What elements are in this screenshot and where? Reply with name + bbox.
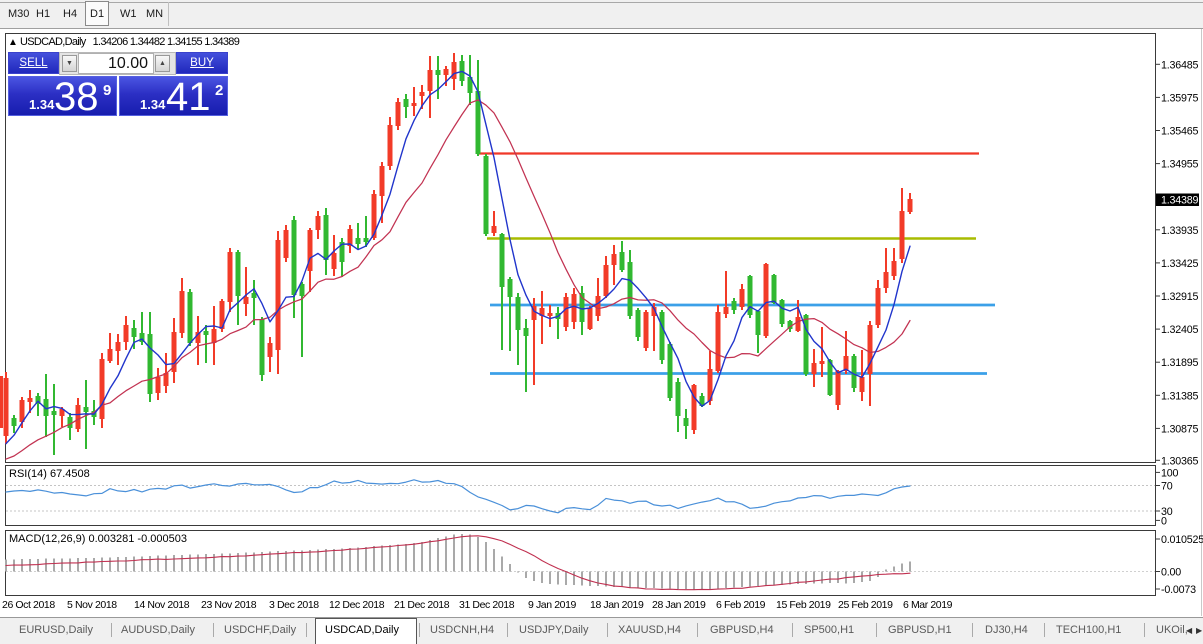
svg-text:1.34955: 1.34955 [1161,159,1198,171]
svg-text:1.32405: 1.32405 [1161,324,1198,336]
svg-text:70: 70 [1161,481,1173,493]
svg-text:30: 30 [1161,506,1173,518]
svg-text:1.30365: 1.30365 [1161,455,1198,467]
svg-text:1.36485: 1.36485 [1161,59,1198,71]
svg-text:1.30875: 1.30875 [1161,423,1198,435]
svg-text:1.31895: 1.31895 [1161,357,1198,369]
svg-text:1.34389: 1.34389 [1161,195,1198,207]
svg-text:0.010525: 0.010525 [1161,534,1203,546]
svg-text:0.00: 0.00 [1161,567,1181,579]
svg-text:0: 0 [1161,515,1167,527]
svg-text:1.32915: 1.32915 [1161,291,1198,303]
svg-text:1.35465: 1.35465 [1161,126,1198,138]
svg-text:1.33425: 1.33425 [1161,258,1198,270]
svg-text:100: 100 [1161,467,1178,479]
svg-text:-0.0073: -0.0073 [1161,584,1196,596]
svg-text:1.31385: 1.31385 [1161,390,1198,402]
svg-text:1.33935: 1.33935 [1161,225,1198,237]
svg-text:1.35975: 1.35975 [1161,92,1198,104]
